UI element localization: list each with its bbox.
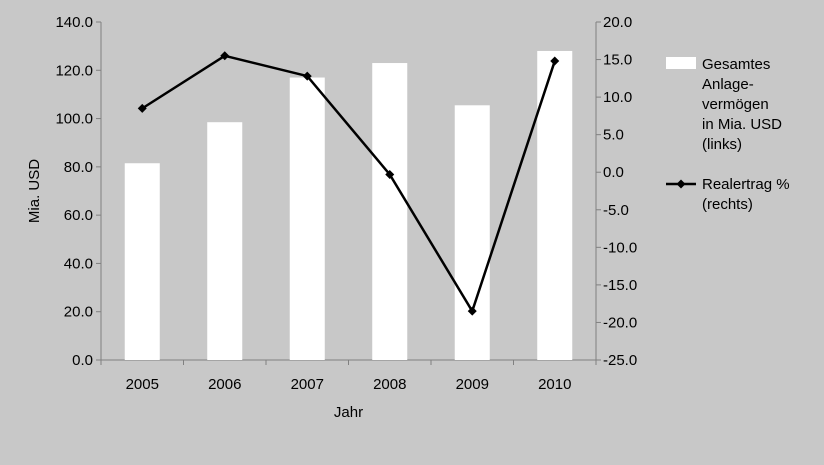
line-point: [302, 71, 312, 81]
bar: [537, 50, 573, 360]
x-tick-label: 2010: [538, 376, 571, 393]
x-tick-label: 2006: [208, 376, 241, 393]
legend-label-line: Realertrag %: [702, 176, 790, 193]
left-tick-label: 60.0: [64, 207, 93, 224]
line-point: [137, 103, 147, 113]
x-tick-label: 2009: [456, 376, 489, 393]
x-tick-label: 2007: [291, 376, 324, 393]
legend-label-bar: in Mia. USD: [702, 116, 782, 133]
right-tick-label: -15.0: [603, 277, 637, 294]
bar: [207, 122, 243, 360]
x-tick-label: 2005: [126, 376, 159, 393]
bar: [124, 163, 160, 360]
bar: [289, 77, 325, 361]
left-tick-label: 100.0: [55, 111, 93, 128]
line-series: [141, 54, 556, 315]
left-tick-label: 20.0: [64, 304, 93, 321]
line-point: [550, 56, 560, 66]
line-point: [385, 169, 395, 179]
right-tick-label: -5.0: [603, 202, 629, 219]
legend-label-bar: Gesamtes: [702, 56, 770, 73]
left-tick-label: 40.0: [64, 255, 93, 272]
right-tick-label: 20.0: [603, 14, 632, 31]
legend-swatch-bar: [666, 57, 696, 69]
left-tick-label: 80.0: [64, 159, 93, 176]
bar: [454, 105, 490, 361]
x-tick-label: 2008: [373, 376, 406, 393]
legend-label-bar: (links): [702, 136, 742, 153]
right-tick-label: -20.0: [603, 314, 637, 331]
bar: [372, 63, 408, 361]
legend-label-line: (rechts): [702, 196, 753, 213]
legend-swatch-marker: [676, 179, 686, 189]
y-axis-title: Mia. USD: [26, 159, 43, 223]
right-tick-label: -10.0: [603, 239, 637, 256]
left-tick-label: 0.0: [72, 352, 93, 369]
line-point: [220, 51, 230, 61]
right-tick-label: 0.0: [603, 164, 624, 181]
legend-label-bar: Anlage-: [702, 76, 754, 93]
legend-label-bar: vermögen: [702, 96, 769, 113]
left-tick-label: 120.0: [55, 62, 93, 79]
x-axis-title: Jahr: [334, 404, 363, 421]
right-tick-label: 15.0: [603, 52, 632, 69]
left-tick-label: 140.0: [55, 14, 93, 31]
line-point: [467, 306, 477, 316]
right-tick-label: -25.0: [603, 352, 637, 369]
right-tick-label: 10.0: [603, 89, 632, 106]
right-tick-label: 5.0: [603, 127, 624, 144]
